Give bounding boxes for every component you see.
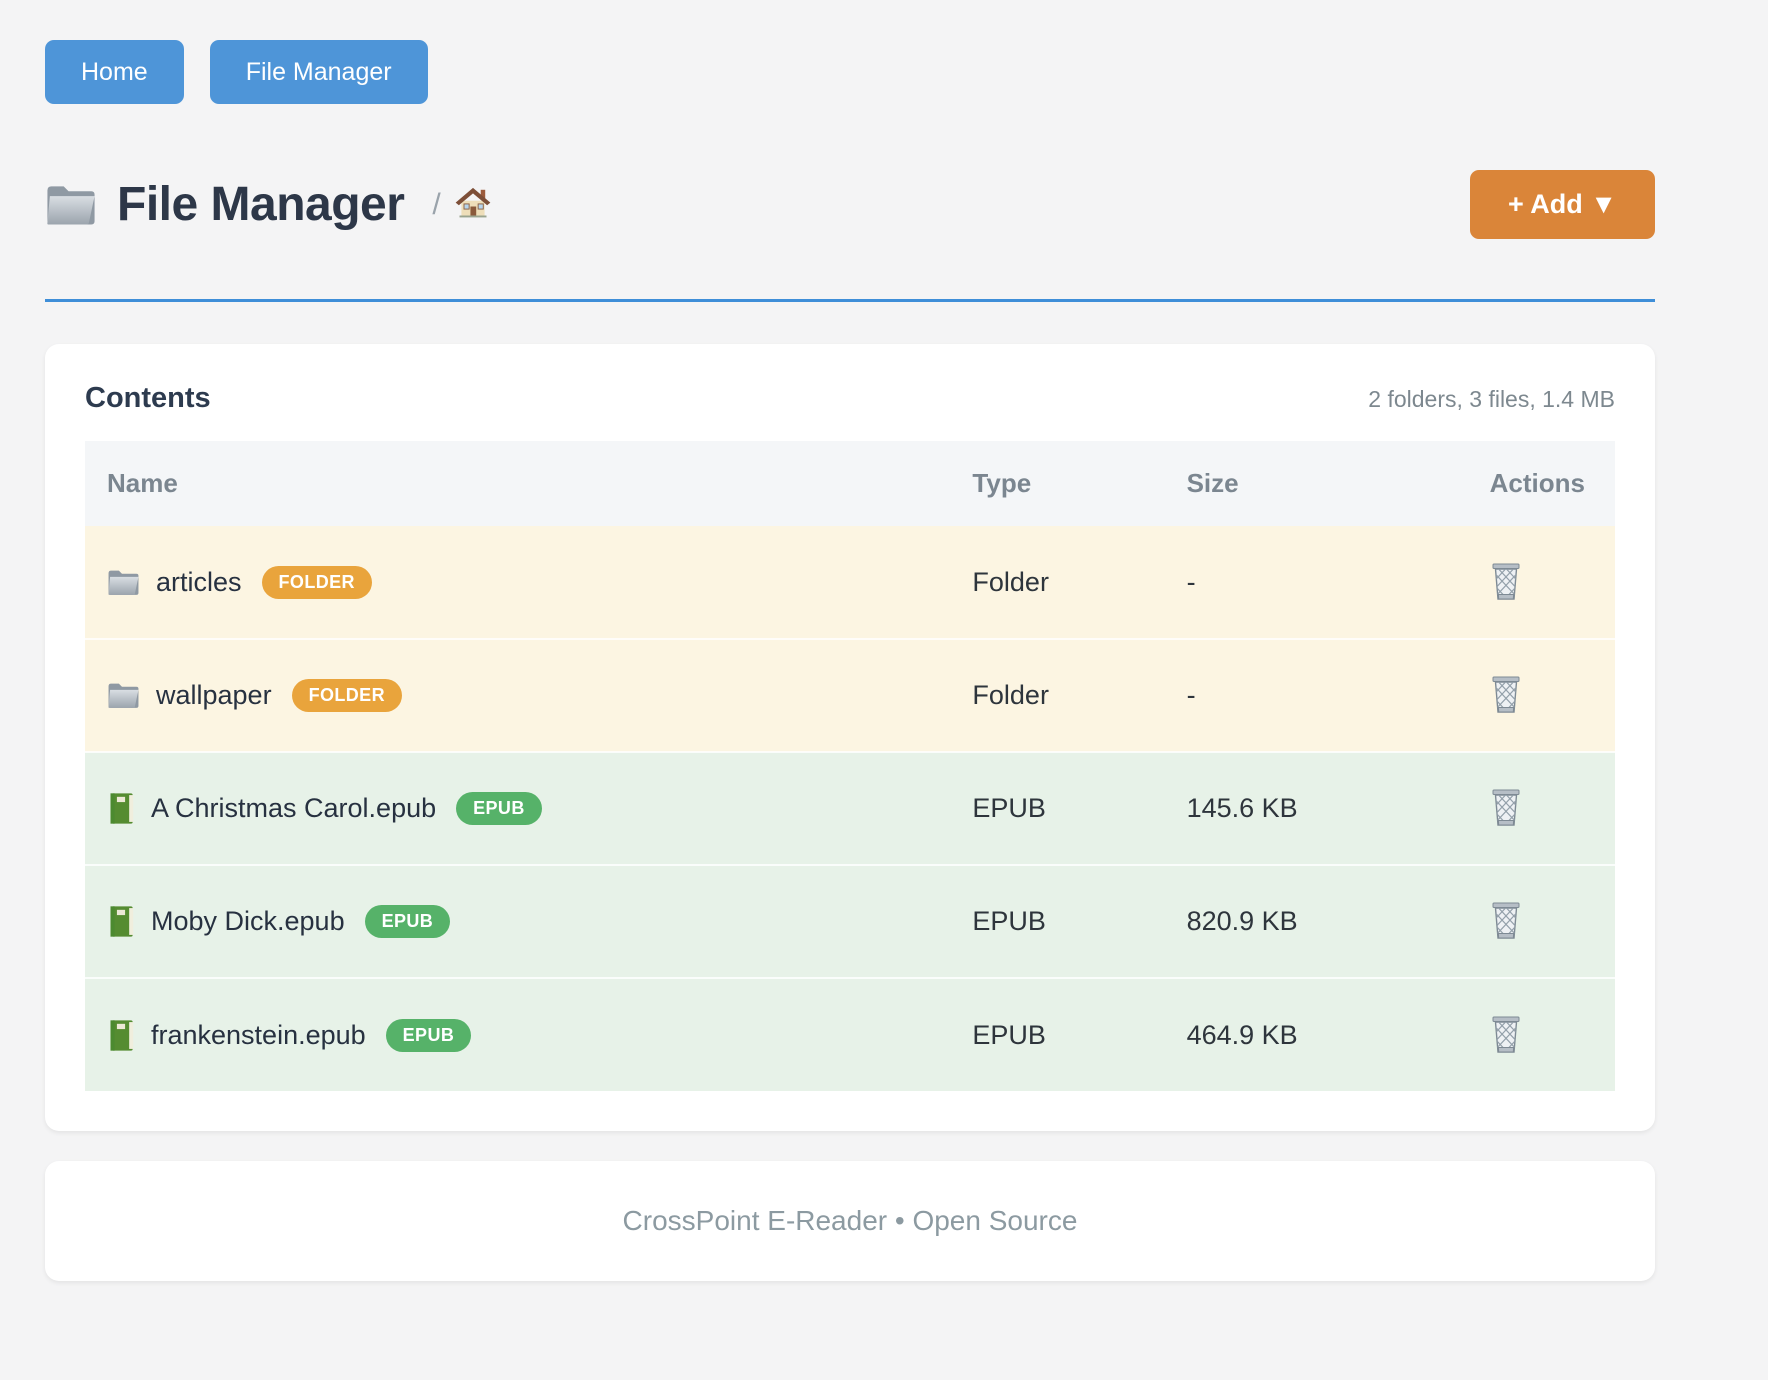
table-row: Moby Dick.epub EPUB EPUB 820.9 KB (85, 865, 1615, 979)
file-name[interactable]: frankenstein.epub (151, 1019, 366, 1050)
page-header: File Manager / + Add ▼ (45, 170, 1655, 303)
type-badge: EPUB (385, 1018, 472, 1052)
type-badge: EPUB (364, 905, 451, 939)
wastebasket-icon (1489, 561, 1523, 604)
delete-button[interactable] (1489, 561, 1523, 604)
delete-button[interactable] (1489, 900, 1523, 943)
table-row: articles FOLDER Folder - (85, 526, 1615, 640)
title-wrap: File Manager / (45, 177, 491, 232)
column-header-actions: Actions (1489, 468, 1585, 499)
wastebasket-icon (1489, 1014, 1523, 1057)
green-book-icon (107, 1019, 135, 1052)
type-cell: EPUB (972, 906, 1046, 937)
file-name[interactable]: articles (156, 566, 242, 597)
table-row: wallpaper FOLDER Folder - (85, 639, 1615, 753)
column-header-name: Name (107, 468, 178, 499)
file-name[interactable]: A Christmas Carol.epub (151, 793, 437, 824)
type-badge: FOLDER (291, 679, 402, 713)
card-title: Contents (85, 382, 211, 415)
delete-button[interactable] (1489, 787, 1523, 830)
table-row: A Christmas Carol.epub EPUB EPUB 145.6 K… (85, 752, 1615, 866)
actions-cell (1393, 865, 1615, 978)
top-nav: Home File Manager (45, 40, 1655, 104)
folder-icon (45, 182, 97, 228)
card-head: Contents 2 folders, 3 files, 1.4 MB (85, 382, 1615, 415)
type-cell: Folder (972, 566, 1049, 597)
folder-icon (107, 681, 140, 710)
green-book-icon (107, 905, 135, 938)
page-title: File Manager (117, 178, 405, 232)
nav-home-button[interactable]: Home (45, 40, 184, 104)
actions-cell (1393, 752, 1615, 865)
type-cell: EPUB (972, 793, 1046, 824)
size-cell: - (1186, 566, 1196, 597)
page: Home File Manager File Manager / (45, 0, 1655, 1282)
actions-cell (1393, 978, 1615, 1091)
size-cell: 464.9 KB (1186, 1019, 1298, 1050)
file-name[interactable]: Moby Dick.epub (151, 906, 345, 937)
footer-card: CrossPoint E-Reader • Open Source (45, 1161, 1655, 1282)
column-header-size: Size (1186, 468, 1239, 499)
column-header-type: Type (972, 468, 1032, 499)
file-table-body: articles FOLDER Folder - (85, 526, 1615, 1092)
footer-text: CrossPoint E-Reader • Open Source (622, 1205, 1078, 1237)
file-table-header: Name Type Size Actions (85, 441, 1615, 527)
actions-cell (1393, 526, 1615, 639)
actions-cell (1393, 639, 1615, 752)
house-icon[interactable] (455, 185, 491, 224)
wastebasket-icon (1489, 787, 1523, 830)
type-cell: EPUB (972, 1019, 1046, 1050)
contents-card: Contents 2 folders, 3 files, 1.4 MB Name… (45, 344, 1655, 1132)
add-button[interactable]: + Add ▼ (1470, 170, 1655, 240)
name-cell: articles FOLDER (85, 526, 972, 639)
table-row: frankenstein.epub EPUB EPUB 464.9 KB (85, 978, 1615, 1092)
name-cell: A Christmas Carol.epub EPUB (85, 752, 972, 865)
size-cell: 145.6 KB (1186, 793, 1298, 824)
wastebasket-icon (1489, 674, 1523, 717)
size-cell: - (1186, 680, 1196, 711)
green-book-icon (107, 792, 135, 825)
contents-summary: 2 folders, 3 files, 1.4 MB (1368, 386, 1615, 413)
breadcrumb: / (432, 185, 491, 224)
name-cell: frankenstein.epub EPUB (85, 978, 972, 1091)
delete-button[interactable] (1489, 674, 1523, 717)
wastebasket-icon (1489, 900, 1523, 943)
file-name[interactable]: wallpaper (156, 680, 272, 711)
name-cell: Moby Dick.epub EPUB (85, 865, 972, 978)
folder-icon (107, 568, 140, 597)
file-table: Name Type Size Actions (85, 441, 1615, 1092)
breadcrumb-separator: / (432, 187, 441, 221)
type-cell: Folder (972, 680, 1049, 711)
type-badge: EPUB (456, 792, 542, 826)
nav-file-manager-button[interactable]: File Manager (209, 40, 428, 104)
delete-button[interactable] (1489, 1014, 1523, 1057)
name-cell: wallpaper FOLDER (85, 639, 972, 752)
type-badge: FOLDER (261, 565, 372, 599)
size-cell: 820.9 KB (1186, 906, 1298, 937)
